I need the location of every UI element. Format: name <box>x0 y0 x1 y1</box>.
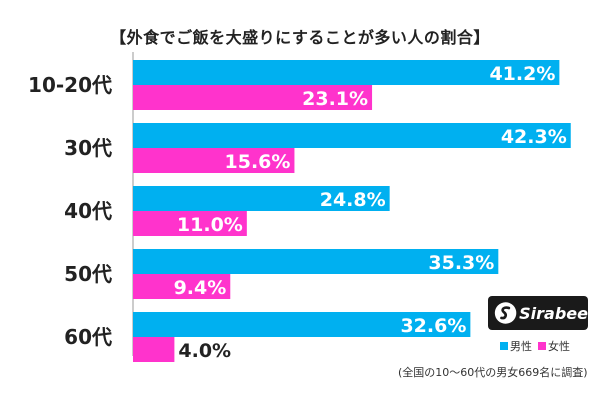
bar-female <box>133 85 373 110</box>
bar-male <box>133 186 390 211</box>
data-label: 24.8% <box>320 189 386 211</box>
legend-swatch-male <box>500 342 508 350</box>
category-label: 40代 <box>64 199 112 223</box>
bar-female <box>133 211 247 236</box>
legend-label-female: 女性 <box>548 340 570 353</box>
data-label: 4.0% <box>178 340 231 362</box>
survey-note: (全国の10～60代の男女669名に調査) <box>398 366 588 379</box>
bar-female <box>133 148 295 173</box>
bar-male <box>133 123 571 148</box>
category-label: 30代 <box>64 136 112 160</box>
data-label: 23.1% <box>302 88 368 110</box>
data-label: 32.6% <box>400 315 466 337</box>
legend-swatch-female <box>538 342 546 350</box>
data-label: 42.3% <box>501 126 567 148</box>
bar-female <box>133 274 231 299</box>
data-label: 41.2% <box>489 63 555 85</box>
bar-male <box>133 312 471 337</box>
sirabee-logo: Sirabee <box>488 296 588 330</box>
category-label: 50代 <box>64 262 112 286</box>
legend-item-female: 女性 <box>538 338 570 354</box>
sirabee-logo-icon <box>494 302 517 324</box>
data-label: 35.3% <box>428 252 494 274</box>
category-label: 60代 <box>64 325 112 349</box>
bar-female <box>133 337 175 362</box>
legend-item-male: 男性 <box>500 338 532 354</box>
bar-male <box>133 60 560 85</box>
chart-legend: 男性 女性 <box>500 338 570 354</box>
chart-title: 【外食でご飯を大盛りにすることが多い人の割合】 <box>110 28 490 47</box>
category-label: 10-20代 <box>28 73 112 97</box>
data-label: 15.6% <box>225 151 291 173</box>
sirabee-logo-text: Sirabee <box>519 303 588 323</box>
legend-label-male: 男性 <box>510 340 532 353</box>
bar-male <box>133 249 499 274</box>
data-label: 11.0% <box>177 214 243 236</box>
data-label: 9.4% <box>174 277 227 299</box>
